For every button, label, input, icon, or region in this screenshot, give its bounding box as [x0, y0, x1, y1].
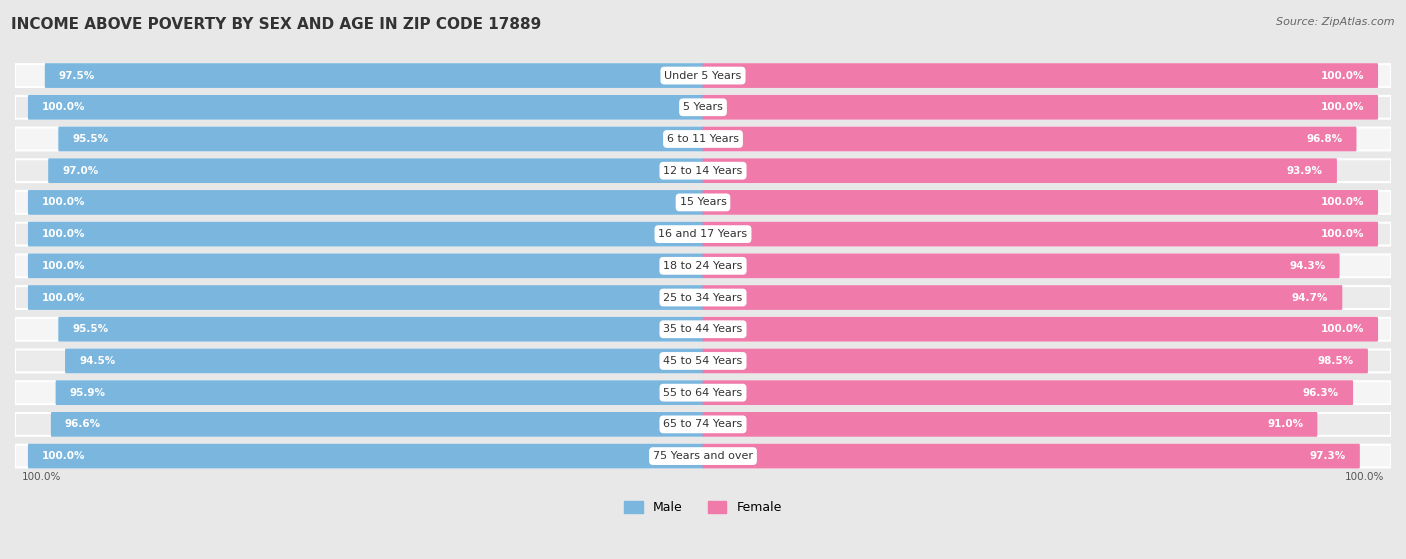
Text: 93.9%: 93.9%	[1286, 165, 1323, 176]
FancyBboxPatch shape	[15, 127, 1391, 150]
FancyBboxPatch shape	[703, 158, 1337, 183]
FancyBboxPatch shape	[15, 349, 1391, 372]
Text: 96.8%: 96.8%	[1306, 134, 1343, 144]
Text: 35 to 44 Years: 35 to 44 Years	[664, 324, 742, 334]
FancyBboxPatch shape	[703, 253, 1340, 278]
FancyBboxPatch shape	[28, 190, 703, 215]
Text: 95.5%: 95.5%	[72, 324, 108, 334]
FancyBboxPatch shape	[703, 317, 1378, 342]
FancyBboxPatch shape	[703, 190, 1378, 215]
FancyBboxPatch shape	[703, 349, 1368, 373]
Text: 95.9%: 95.9%	[70, 387, 105, 397]
Text: 100.0%: 100.0%	[42, 292, 86, 302]
Text: 100.0%: 100.0%	[1320, 324, 1364, 334]
FancyBboxPatch shape	[15, 191, 1391, 214]
FancyBboxPatch shape	[58, 127, 703, 151]
FancyBboxPatch shape	[703, 285, 1343, 310]
Text: 94.5%: 94.5%	[79, 356, 115, 366]
FancyBboxPatch shape	[28, 95, 703, 120]
Text: 100.0%: 100.0%	[42, 451, 86, 461]
Text: 16 and 17 Years: 16 and 17 Years	[658, 229, 748, 239]
FancyBboxPatch shape	[28, 222, 703, 247]
Text: 100.0%: 100.0%	[1320, 197, 1364, 207]
Text: 100.0%: 100.0%	[42, 102, 86, 112]
Text: 97.5%: 97.5%	[59, 70, 96, 80]
Text: 25 to 34 Years: 25 to 34 Years	[664, 292, 742, 302]
FancyBboxPatch shape	[15, 159, 1391, 182]
Text: 100.0%: 100.0%	[1320, 70, 1364, 80]
Text: Under 5 Years: Under 5 Years	[665, 70, 741, 80]
Text: 6 to 11 Years: 6 to 11 Years	[666, 134, 740, 144]
FancyBboxPatch shape	[703, 222, 1378, 247]
FancyBboxPatch shape	[15, 381, 1391, 404]
Text: 100.0%: 100.0%	[21, 472, 60, 482]
FancyBboxPatch shape	[28, 444, 703, 468]
FancyBboxPatch shape	[703, 444, 1360, 468]
FancyBboxPatch shape	[45, 63, 703, 88]
Text: INCOME ABOVE POVERTY BY SEX AND AGE IN ZIP CODE 17889: INCOME ABOVE POVERTY BY SEX AND AGE IN Z…	[11, 17, 541, 32]
FancyBboxPatch shape	[703, 63, 1378, 88]
Text: 100.0%: 100.0%	[1346, 472, 1385, 482]
Text: 5 Years: 5 Years	[683, 102, 723, 112]
Text: 100.0%: 100.0%	[1320, 229, 1364, 239]
FancyBboxPatch shape	[28, 285, 703, 310]
FancyBboxPatch shape	[51, 412, 703, 437]
FancyBboxPatch shape	[65, 349, 703, 373]
Text: 100.0%: 100.0%	[42, 261, 86, 271]
FancyBboxPatch shape	[15, 413, 1391, 436]
Text: 96.3%: 96.3%	[1303, 387, 1339, 397]
Text: 98.5%: 98.5%	[1317, 356, 1354, 366]
FancyBboxPatch shape	[15, 222, 1391, 245]
Text: 97.0%: 97.0%	[62, 165, 98, 176]
FancyBboxPatch shape	[703, 127, 1357, 151]
Text: 45 to 54 Years: 45 to 54 Years	[664, 356, 742, 366]
FancyBboxPatch shape	[15, 444, 1391, 467]
FancyBboxPatch shape	[15, 286, 1391, 309]
FancyBboxPatch shape	[15, 318, 1391, 340]
Text: 65 to 74 Years: 65 to 74 Years	[664, 419, 742, 429]
Text: 12 to 14 Years: 12 to 14 Years	[664, 165, 742, 176]
Text: 97.3%: 97.3%	[1309, 451, 1346, 461]
FancyBboxPatch shape	[703, 380, 1353, 405]
Text: 96.6%: 96.6%	[65, 419, 101, 429]
Text: 100.0%: 100.0%	[42, 197, 86, 207]
FancyBboxPatch shape	[58, 317, 703, 342]
FancyBboxPatch shape	[703, 95, 1378, 120]
FancyBboxPatch shape	[28, 253, 703, 278]
FancyBboxPatch shape	[703, 412, 1317, 437]
Legend: Male, Female: Male, Female	[619, 496, 787, 519]
Text: 91.0%: 91.0%	[1267, 419, 1303, 429]
Text: 18 to 24 Years: 18 to 24 Years	[664, 261, 742, 271]
FancyBboxPatch shape	[15, 254, 1391, 277]
Text: 15 Years: 15 Years	[679, 197, 727, 207]
Text: 55 to 64 Years: 55 to 64 Years	[664, 387, 742, 397]
FancyBboxPatch shape	[48, 158, 703, 183]
FancyBboxPatch shape	[15, 96, 1391, 119]
Text: 94.3%: 94.3%	[1289, 261, 1326, 271]
Text: 100.0%: 100.0%	[42, 229, 86, 239]
FancyBboxPatch shape	[15, 64, 1391, 87]
Text: 94.7%: 94.7%	[1292, 292, 1329, 302]
Text: 100.0%: 100.0%	[1320, 102, 1364, 112]
Text: 95.5%: 95.5%	[72, 134, 108, 144]
Text: Source: ZipAtlas.com: Source: ZipAtlas.com	[1277, 17, 1395, 27]
Text: 75 Years and over: 75 Years and over	[652, 451, 754, 461]
FancyBboxPatch shape	[56, 380, 703, 405]
